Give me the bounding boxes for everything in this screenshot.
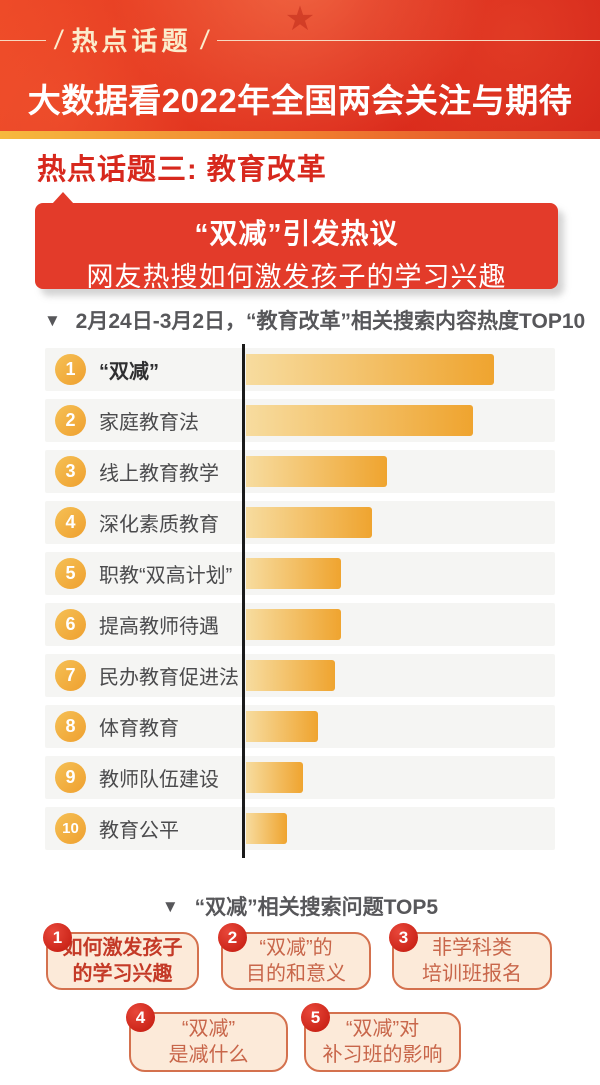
rank-badge: 6 [55,609,86,640]
rank-badge: 2 [55,405,86,436]
rank-badge: 10 [55,813,86,844]
banner-subline: 网友热搜如何激发孩子的学习兴趣 [86,262,507,292]
heat-bar [246,711,318,742]
chart-row: 1 “双减” [45,348,555,391]
rank-badge: 5 [55,558,86,589]
question-text-line: “双减”对 [345,1018,420,1040]
tag-line-left [0,39,46,42]
question-card: 1 如何激发孩子 的学习兴趣 [43,923,199,990]
chart-axis-line [242,344,245,858]
chart-row: 8 体育教育 [45,705,555,748]
chart-row: 3 线上教育教学 [45,450,555,493]
section-title: 热点话题三: 教育改革 [37,154,327,186]
question-text-line: 补习班的影响 [322,1044,443,1066]
slash-icon: / [198,25,211,55]
slash-icon: / [52,25,65,55]
heat-bar [246,609,342,640]
heat-bar [246,813,287,844]
chart-caption: ▼ 2月24日-3月2日，“教育改革”相关搜索内容热度TOP10 [44,305,585,335]
triangle-down-icon: ▼ [44,311,61,330]
chart-category-label: 家庭教育法 [99,412,199,434]
banner-headline: “双减”引发热议 [194,218,399,249]
heat-bar [246,405,473,436]
rank-badge: 1 [55,354,86,385]
question-text-line: “双减”的 [259,937,333,959]
chart-row: 6 提高教师待遇 [45,603,555,646]
chart-row: 10 教育公平 [45,807,555,850]
heat-bar [246,354,494,385]
triangle-down-icon: ▼ [161,897,179,916]
chart-row: 2 家庭教育法 [45,399,555,442]
chart-row: 5 职教“双高计划” [45,552,555,595]
chart-row: 4 深化素质教育 [45,501,555,544]
question-card: 2 “双减”的目的和意义 [218,923,371,990]
top10-bar-chart: 1 “双减” 2 家庭教育法 3 线上教育教学 4 深化素质教育 5 职教“双高计划” 6 提高教师待… [45,344,555,858]
question-card: 4 “双减” 是减什么 [126,1003,288,1072]
heat-bar [246,558,342,589]
rank-badge: 9 [55,762,86,793]
highlight-banner: “双减”引发热议 网友热搜如何激发孩子的学习兴趣 [35,192,558,292]
question-text-line: 如何激发孩子 [62,937,183,959]
chart-category-label: 提高教师待遇 [99,616,219,638]
chart-category-label: 体育教育 [99,718,179,740]
heat-bar [246,456,388,487]
topic-tag: 热点话题 [71,25,192,56]
star-emblem-icon: ★ [284,0,316,38]
rank-badge: 8 [55,711,86,742]
rank-badge: 4 [126,1003,155,1032]
rank-badge: 3 [55,456,86,487]
question-card: 3 非学科类培训班报名 [389,923,552,990]
chart-category-label: 民办教育促进法 [99,667,239,689]
question-text-line: “双减” [181,1018,236,1040]
chart-row: 7 民办教育促进法 [45,654,555,697]
chart-category-label: 教师队伍建设 [99,769,219,791]
rank-badge: 7 [55,660,86,691]
chart-category-label: 深化素质教育 [99,514,219,536]
heat-bar [246,660,336,691]
heat-bar [246,507,373,538]
chart-rows: 1 “双减” 2 家庭教育法 3 线上教育教学 4 深化素质教育 5 职教“双高计划” 6 提高教师待… [45,348,555,850]
question-text-line: 目的和意义 [246,963,346,985]
banner-pointer-decoration [52,192,74,204]
rank-badge: 4 [55,507,86,538]
question-text-line: 培训班报名 [422,963,522,985]
header: ★ / 热点话题 / 大数据看2022年全国两会关注与期待 [0,0,600,131]
page-title: 大数据看2022年全国两会关注与期待 [27,82,573,119]
question-card: 5 “双减”对补习班的影响 [301,1003,461,1072]
chart-category-label: 线上教育教学 [99,463,219,485]
rank-badge: 2 [218,923,247,952]
chart-category-label: 教育公平 [99,820,179,842]
chart-category-label: 职教“双高计划” [99,565,233,587]
top5-caption: ▼ “双减”相关搜索问题TOP5 [0,891,600,921]
chart-row: 9 教师队伍建设 [45,756,555,799]
gold-divider [0,131,600,139]
top5-caption-text: “双减”相关搜索问题TOP5 [194,896,439,919]
heat-bar [246,762,304,793]
topic-tag-row: / 热点话题 / [0,25,600,56]
chart-category-label: “双减” [99,361,159,383]
rank-badge: 1 [43,923,72,952]
question-text-line: 是减什么 [168,1044,249,1066]
rank-badge: 5 [301,1003,330,1032]
question-text-line: 的学习兴趣 [72,963,173,985]
tag-line-right [217,39,600,42]
question-text-line: 非学科类 [432,937,512,959]
chart-caption-text: 2月24日-3月2日，“教育改革”相关搜索内容热度TOP10 [75,310,586,333]
top5-cards: 1 如何激发孩子 的学习兴趣 2 “双减”的目的和意义 3 非学科类培训班报名 4 “双减” 是减… [0,923,600,1085]
rank-badge: 3 [389,923,418,952]
